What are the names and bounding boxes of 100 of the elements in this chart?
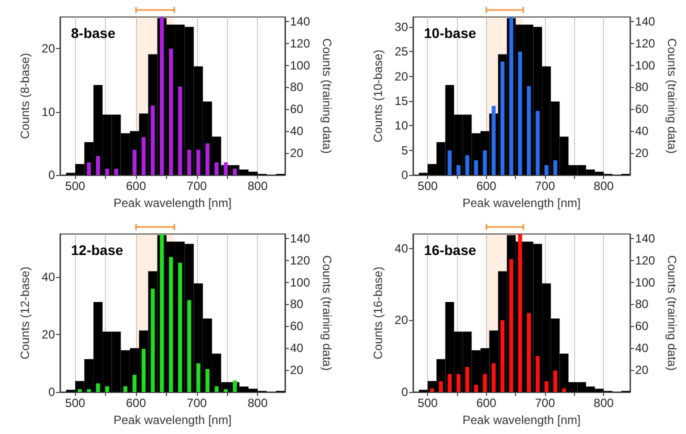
x-axis-title: Peak wavelength [nm]: [462, 413, 581, 427]
bar: [482, 150, 487, 175]
bar: [438, 381, 443, 392]
bar: [544, 381, 548, 392]
y2-tick-label: 40: [635, 124, 649, 138]
text: 10-base: [424, 25, 476, 41]
y-tick-label: 40: [394, 241, 408, 256]
bar: [187, 150, 192, 175]
y2-tick-label: 20: [290, 146, 304, 160]
bar: [430, 388, 434, 392]
bar: [448, 150, 452, 175]
bar: [526, 86, 531, 175]
bar: [178, 86, 182, 175]
y-tick-label: 30: [394, 20, 408, 34]
y2-tick-label: 60: [290, 102, 304, 116]
bar: [553, 370, 558, 392]
y-tick-label: 0: [48, 168, 56, 182]
x-tick-label: 800: [248, 179, 268, 193]
bar: [132, 150, 136, 175]
x-tick-label: 500: [418, 179, 438, 193]
bar: [214, 162, 219, 175]
y-tick-label: 15: [394, 94, 408, 108]
x-axis-title: Peak wavelength [nm]: [462, 196, 581, 210]
y-tick-label: 25: [394, 44, 408, 59]
y2-tick-label: 60: [635, 319, 649, 334]
bar: [482, 374, 487, 392]
bar: [474, 160, 478, 175]
bar: [132, 374, 136, 392]
y2-tick-label: 40: [290, 341, 304, 356]
y-tick-label: 10: [42, 104, 56, 119]
y2-tick-label: 80: [635, 80, 649, 94]
x-tick-label: 800: [594, 396, 614, 410]
y2-tick-label: 40: [290, 124, 304, 138]
text: 12-base: [71, 242, 124, 258]
bar: [142, 348, 146, 392]
y-tick-label: 0: [401, 168, 408, 182]
y-tick-label: 5: [401, 143, 408, 158]
bar: [196, 150, 200, 175]
bar: [465, 366, 470, 392]
bar: [500, 320, 504, 392]
bar: [456, 374, 460, 392]
x-tick-label: 700: [186, 396, 208, 410]
y2-axis-title: Counts (training data): [320, 255, 334, 371]
y2-tick-label: 80: [290, 80, 304, 94]
y-tick-label: 10: [394, 118, 408, 133]
y2-tick-label: 60: [290, 319, 304, 334]
bar: [492, 363, 496, 392]
y2-tick-label: 20: [635, 146, 649, 160]
x-tick-label: 500: [418, 396, 438, 410]
x-tick-label: 600: [476, 396, 497, 410]
bar: [105, 386, 110, 392]
y-axis-title: Counts (12-base): [18, 266, 32, 360]
bar: [544, 165, 548, 175]
bar: [150, 105, 155, 175]
bar: [205, 143, 210, 175]
bar: [205, 369, 210, 392]
bar: [96, 383, 100, 392]
bar: [96, 156, 100, 175]
y2-tick-label: 140: [635, 14, 656, 28]
bar: [474, 384, 478, 392]
y2-tick-label: 140: [635, 231, 656, 246]
bar: [114, 168, 118, 175]
y2-tick-label: 120: [290, 253, 310, 268]
y2-tick-label: 60: [635, 102, 649, 116]
bar: [526, 313, 531, 392]
y-axis-title: Counts (8-base): [18, 52, 32, 140]
bar: [196, 363, 200, 392]
y2-tick-label: 40: [635, 341, 649, 356]
bar: [78, 389, 82, 392]
y2-tick-label: 100: [290, 58, 310, 72]
y2-tick-label: 120: [290, 36, 310, 50]
y2-axis-title: Counts (training data): [665, 255, 679, 371]
y-tick-label: 20: [42, 328, 56, 342]
bar: [86, 162, 91, 175]
y2-tick-label: 120: [635, 36, 656, 50]
x-tick-label: 700: [534, 179, 556, 193]
bar: [142, 137, 146, 175]
y2-tick-label: 140: [290, 231, 310, 246]
y2-tick-label: 120: [635, 253, 656, 268]
x-tick-label: 600: [476, 179, 497, 193]
bar: [232, 168, 237, 175]
x-tick-label: 800: [248, 396, 268, 410]
x-axis-title: Peak wavelength [nm]: [113, 196, 232, 210]
x-tick-label: 600: [126, 179, 146, 193]
x-tick-label: 600: [126, 396, 146, 410]
bar: [448, 374, 452, 392]
bar: [105, 168, 110, 175]
y2-tick-label: 100: [290, 275, 310, 290]
y-tick-label: 20: [394, 313, 408, 328]
bar: [123, 386, 128, 392]
y-tick-label: 0: [48, 385, 56, 399]
y2-tick-label: 20: [635, 363, 649, 378]
y2-axis-title: Counts (training data): [665, 38, 679, 154]
y2-tick-label: 140: [290, 14, 310, 28]
bar: [536, 356, 540, 392]
bar: [553, 160, 558, 175]
y-axis-title: Counts (16-base): [370, 266, 385, 360]
x-tick-label: 700: [186, 179, 208, 193]
y2-tick-label: 20: [290, 363, 304, 378]
y2-tick-label: 100: [635, 58, 656, 72]
